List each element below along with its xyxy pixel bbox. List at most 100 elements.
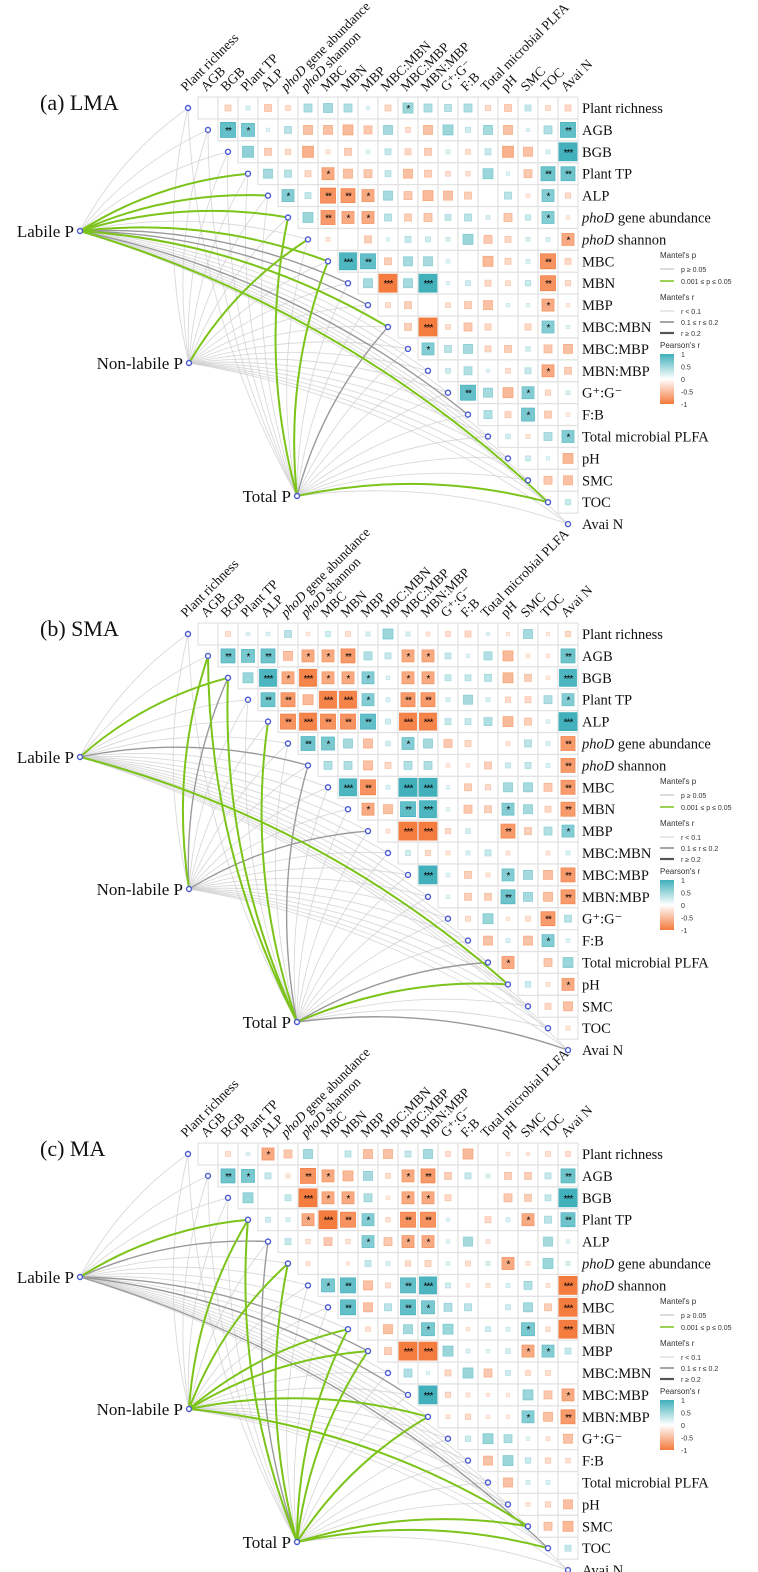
legend-title: Mantel's r (660, 293, 695, 302)
negative-correlation-mark (483, 300, 493, 311)
heatmap-cell (517, 950, 539, 975)
negative-correlation-mark (561, 978, 575, 991)
positive-correlation-mark (445, 149, 451, 155)
italic-gene-name: phoD (581, 211, 615, 227)
colorbar-tick: 0 (681, 377, 685, 384)
positive-correlation-mark (485, 215, 491, 220)
positive-correlation-mark (522, 1389, 534, 1401)
negative-correlation-mark (363, 169, 373, 179)
row-label: Total microbial PLFA (582, 1476, 709, 1492)
positive-correlation-mark (220, 648, 236, 664)
positive-correlation-mark (521, 1410, 535, 1424)
positive-correlation-mark (264, 1172, 272, 1180)
driver-node (185, 1405, 193, 1413)
positive-correlation-mark (444, 652, 452, 660)
negative-correlation-mark (302, 694, 314, 706)
mantel-edge (172, 633, 190, 890)
positive-correlation-mark (482, 1433, 494, 1445)
label-rest: shannon (614, 1278, 667, 1294)
positive-correlation-mark (505, 433, 511, 440)
positive-correlation-mark (545, 719, 551, 724)
positive-correlation-mark (445, 807, 451, 812)
mantel-edge (188, 867, 409, 890)
colorbar-tick: 0 (681, 1423, 685, 1430)
negative-correlation-mark (422, 190, 434, 202)
row-label: Avai N (582, 517, 624, 533)
negative-correlation-mark (503, 213, 513, 222)
row-label: TOC (582, 1021, 611, 1037)
negative-correlation-mark (540, 253, 556, 270)
row-label: MBP (582, 1344, 613, 1360)
legend-item: r ≥ 0.2 (681, 1377, 701, 1384)
positive-correlation-mark (565, 1239, 571, 1244)
variable-node (564, 1566, 572, 1572)
positive-correlation-mark (245, 631, 251, 637)
significance-stars: ** (565, 783, 572, 794)
significance-stars: ** (225, 1172, 232, 1183)
significance-stars: * (527, 1216, 531, 1227)
significance-stars: ** (545, 257, 552, 268)
positive-correlation-mark (485, 1261, 491, 1266)
driver-node (76, 1273, 84, 1281)
negative-correlation-mark (298, 1188, 318, 1208)
positive-correlation-mark (558, 712, 578, 731)
positive-correlation-mark (559, 668, 577, 687)
row-label: BGB (582, 1191, 612, 1207)
positive-correlation-mark (321, 1278, 335, 1293)
positive-correlation-mark (544, 1172, 552, 1180)
significance-stars: * (547, 367, 551, 378)
positive-correlation-mark (545, 1480, 551, 1485)
variable-node (384, 849, 392, 857)
positive-correlation-mark (421, 342, 435, 356)
positive-correlation-mark (404, 1150, 412, 1158)
heatmap-cell (477, 731, 499, 756)
negative-correlation-mark (544, 1303, 552, 1312)
positive-correlation-mark (339, 252, 357, 271)
negative-correlation-mark (545, 105, 551, 111)
mantel-edge (296, 918, 449, 1023)
negative-correlation-mark (385, 302, 391, 309)
legend: Mantel's p p ≥ 0.05 0.001 ≤ p ≤ 0.05 Mantel… (660, 777, 732, 935)
heatmap-cell (477, 1142, 499, 1166)
significance-stars: * (327, 674, 331, 685)
significance-stars: *** (344, 783, 354, 794)
significance-stars: ** (405, 696, 412, 707)
mantel-edge (188, 217, 289, 364)
mantel-edge (296, 457, 509, 497)
negative-correlation-mark (545, 1370, 551, 1376)
legend-item: r ≥ 0.2 (681, 331, 701, 338)
negative-correlation-mark (225, 631, 231, 637)
significance-stars: * (547, 192, 551, 203)
negative-correlation-mark (363, 1149, 373, 1159)
negative-correlation-mark (543, 1521, 553, 1531)
mantel-edge (79, 756, 349, 810)
mantel-edge (79, 230, 569, 525)
negative-correlation-mark (523, 169, 533, 179)
positive-correlation-mark (303, 1149, 313, 1159)
negative-correlation-mark (482, 255, 494, 267)
significance-stars: *** (424, 718, 434, 729)
significance-stars: ** (265, 696, 272, 707)
positive-correlation-mark (545, 149, 551, 155)
negative-correlation-mark (305, 1261, 311, 1266)
significance-stars: ** (405, 1281, 412, 1292)
negative-correlation-mark (378, 273, 398, 293)
mantel-edge-significant (226, 677, 298, 1023)
mantel-edge (79, 756, 389, 854)
negative-correlation-mark (321, 649, 335, 663)
significance-stars: * (367, 1238, 371, 1249)
positive-correlation-mark (325, 631, 331, 637)
mantel-edge (296, 1482, 489, 1543)
positive-correlation-mark (564, 1544, 572, 1552)
negative-correlation-mark (321, 671, 335, 685)
driver-node (293, 492, 301, 500)
label-rest: shannon (614, 232, 667, 248)
positive-correlation-mark (363, 651, 373, 661)
positive-correlation-mark (265, 1216, 271, 1223)
negative-correlation-mark (525, 434, 531, 439)
mantel-edge-significant (79, 1218, 249, 1278)
negative-correlation-mark (421, 1191, 435, 1205)
negative-correlation-mark (502, 650, 514, 662)
positive-correlation-mark (361, 1213, 375, 1227)
negative-correlation-mark (565, 1025, 571, 1031)
